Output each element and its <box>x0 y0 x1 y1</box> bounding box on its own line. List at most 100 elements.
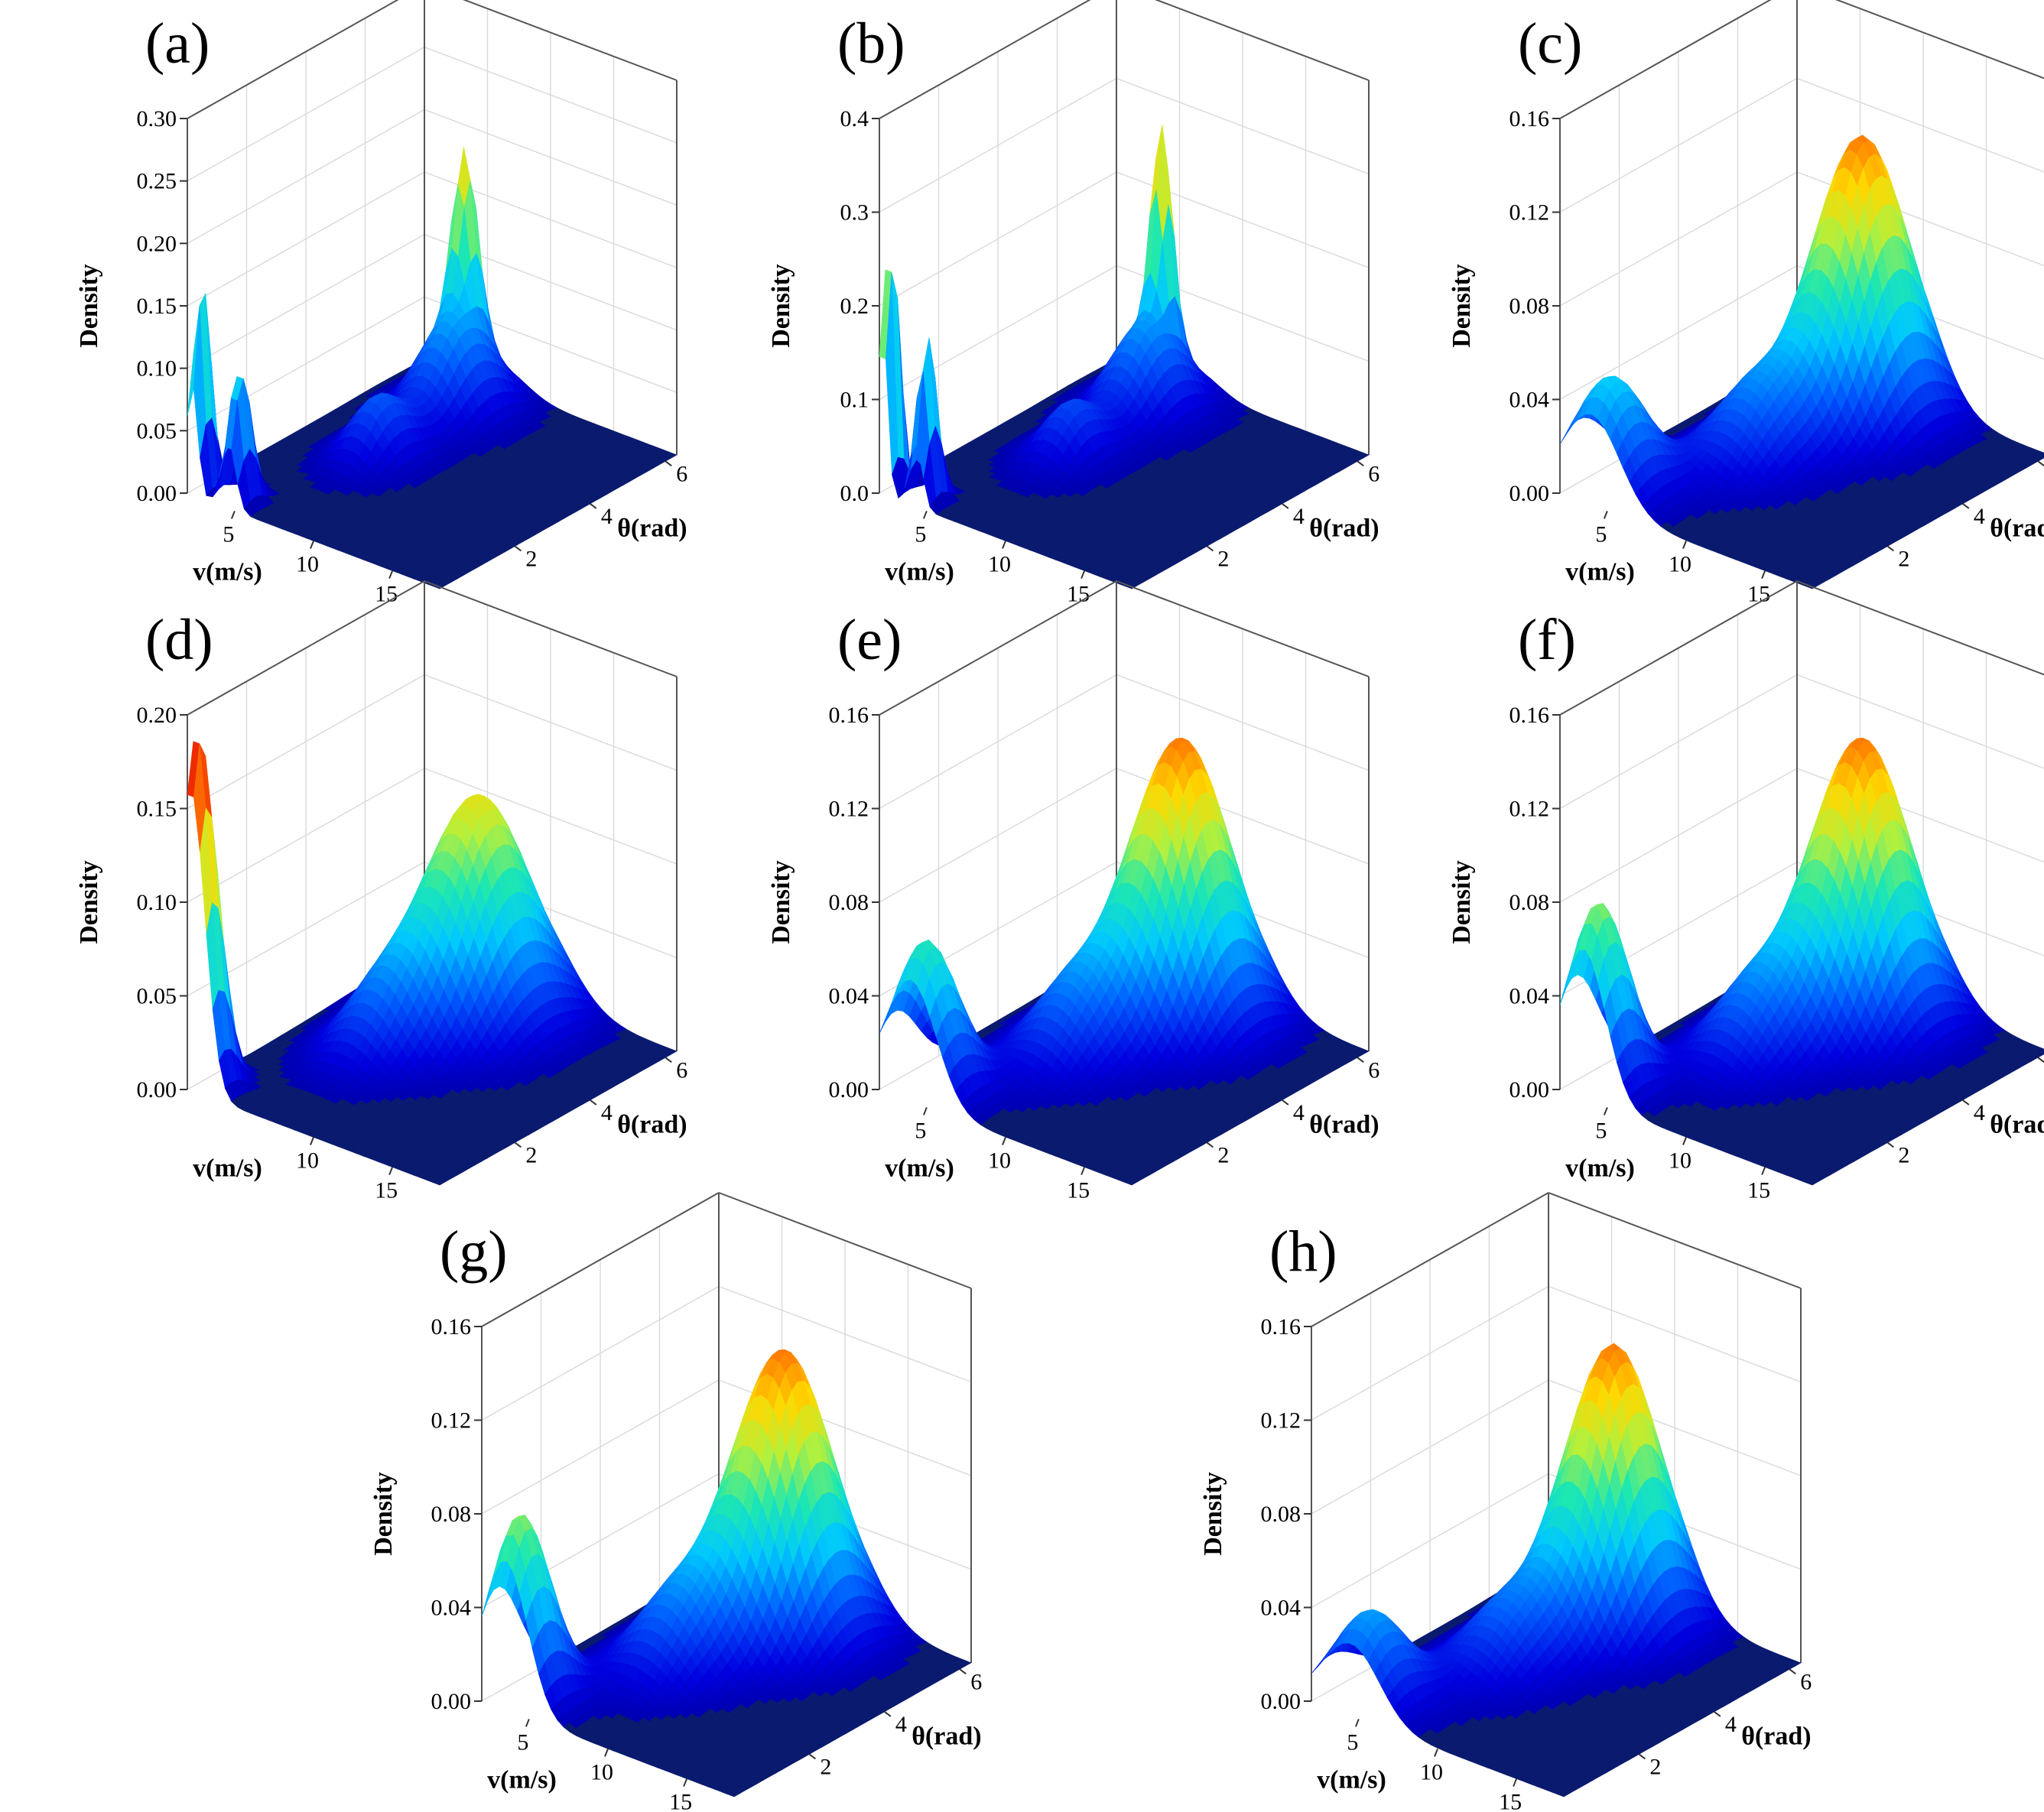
surface-plot-e: 0.00 0.04 0.08 0.12 0.16 Density 5 10 15 v(m/s) 2 4… <box>767 580 1379 1203</box>
z-tick-label: 0.15 <box>137 797 177 822</box>
theta-axis-label: θ(rad) <box>1309 515 1379 543</box>
theta-tick-label: 2 <box>525 1142 537 1167</box>
z-tick-label: 0.30 <box>137 106 177 132</box>
panel-b: 0.0 0.1 0.2 0.3 0.4 Density 5 10 15 v(m/s) 2 4 6 θ(ra… <box>765 0 1379 607</box>
z-tick-label: 0.10 <box>137 356 177 382</box>
density-surface-a <box>187 147 678 589</box>
v-tick-label: 10 <box>1669 552 1691 577</box>
theta-tick-label: 6 <box>970 1669 982 1694</box>
z-tick-label: 0.3 <box>840 200 869 226</box>
theta-axis-b: 2 4 6 θ(rad) <box>1206 460 1379 571</box>
theta-tick-label: 6 <box>676 1057 687 1083</box>
z-tick-label: 0.10 <box>137 890 177 915</box>
z-tick-label: 0.04 <box>1509 984 1550 1009</box>
v-tick-label: 10 <box>590 1760 613 1785</box>
surface-plot-a: 0.000.050.100.150.200.250.30Density51015… <box>75 0 687 607</box>
theta-axis-label: θ(rad) <box>912 1723 981 1751</box>
surface-plot-g: 0.00 0.04 0.08 0.12 0.16 Density 5 10 15 v(m/s) 2 4… <box>369 1192 982 1812</box>
z-axis-g: 0.00 0.04 0.08 0.12 0.16 Density <box>369 1314 482 1714</box>
z-tick-label: 0.12 <box>829 797 869 822</box>
theta-tick-label: 4 <box>1725 1712 1737 1737</box>
z-axis-c: 0.00 0.04 0.08 0.12 0.16 Density <box>1448 106 1560 506</box>
z-tick-label: 0.00 <box>829 1077 869 1102</box>
v-tick-label: 5 <box>1595 1118 1607 1143</box>
z-tick-label: 0.20 <box>137 703 177 728</box>
z-axis-e: 0.00 0.04 0.08 0.12 0.16 Density <box>767 703 879 1102</box>
z-tick-label: 0.00 <box>1509 1077 1550 1102</box>
theta-tick-label: 2 <box>525 546 537 571</box>
v-tick-label: 15 <box>1747 1178 1770 1203</box>
panel-label: (c) <box>1518 11 1582 76</box>
v-axis-label: v(m/s) <box>193 557 262 586</box>
panel-label: (h) <box>1269 1219 1337 1284</box>
z-tick-label: 0.1 <box>840 388 869 413</box>
panel-label: (g) <box>440 1219 508 1284</box>
v-axis-f: 5 10 15 v(m/s) <box>1565 1107 1770 1203</box>
v-tick-label: 5 <box>1595 521 1607 547</box>
v-axis-e: 5 10 15 v(m/s) <box>885 1107 1090 1203</box>
v-tick-label: 15 <box>375 1178 398 1203</box>
theta-tick-label: 2 <box>1217 546 1229 571</box>
z-tick-label: 0.12 <box>1509 797 1550 822</box>
panel-label: (b) <box>837 11 905 76</box>
v-axis-label: v(m/s) <box>487 1765 557 1794</box>
z-axis-label: Density <box>1448 264 1476 348</box>
z-tick-label: 0.04 <box>1509 388 1550 413</box>
theta-tick-label: 4 <box>601 1100 613 1125</box>
theta-axis-d: 2 4 6 θ(rad) <box>514 1057 687 1167</box>
z-tick-label: 0.0 <box>840 481 869 506</box>
panel-label: (a) <box>145 11 210 76</box>
z-axis-label: Density <box>767 860 795 944</box>
z-tick-label: 0.05 <box>137 984 177 1009</box>
panel-label: (f) <box>1518 608 1576 672</box>
theta-tick-label: 2 <box>820 1754 831 1779</box>
z-tick-label: 0.16 <box>431 1314 472 1340</box>
z-axis-label: Density <box>75 860 103 944</box>
z-tick-label: 0.16 <box>1261 1314 1301 1340</box>
theta-axis-label: θ(rad) <box>1990 1111 2044 1139</box>
z-tick-label: 0.16 <box>829 703 869 728</box>
theta-tick-label: 4 <box>1293 504 1305 529</box>
v-tick-label: 10 <box>296 1148 319 1174</box>
v-axis-h: 5 10 15 v(m/s) <box>1317 1719 1522 1812</box>
z-axis-label: Density <box>369 1472 398 1556</box>
theta-tick-label: 4 <box>1974 1100 1985 1125</box>
z-tick-label: 0.20 <box>137 231 177 256</box>
surface-plot-h: 0.00 0.04 0.08 0.12 0.16 Density 5 10 15 v(m/s) 2 4… <box>1199 1192 1812 1812</box>
v-tick-label: 10 <box>1420 1760 1443 1785</box>
z-tick-label: 0.04 <box>1261 1596 1301 1621</box>
z-tick-label: 0.16 <box>1509 106 1550 132</box>
theta-tick-label: 4 <box>1293 1100 1305 1125</box>
z-tick-label: 0.00 <box>1509 481 1550 506</box>
z-tick-label: 0.04 <box>829 984 869 1009</box>
z-tick-label: 0.00 <box>137 1077 177 1102</box>
panel-d: 0.00 0.05 0.10 0.15 0.20 Density 10 15 v(m/s) 2 4 6… <box>73 580 687 1203</box>
theta-axis-label: θ(rad) <box>1990 515 2044 543</box>
density-surface-g <box>481 1349 972 1797</box>
v-tick-label: 15 <box>1067 1178 1090 1203</box>
v-tick-label: 10 <box>1669 1148 1691 1174</box>
density-surface-f <box>1559 737 2044 1186</box>
v-tick-label: 10 <box>296 552 319 577</box>
theta-tick-label: 6 <box>676 461 687 486</box>
theta-tick-label: 2 <box>1217 1142 1229 1167</box>
surface-plot-f: 0.00 0.04 0.08 0.12 0.16 Density 5 10 15 v(m/s) 2 4… <box>1448 580 2044 1203</box>
z-tick-label: 0.00 <box>431 1689 472 1714</box>
z-axis-label: Density <box>767 264 795 348</box>
z-tick-label: 0.00 <box>137 481 177 506</box>
panel-e: 0.00 0.04 0.08 0.12 0.16 Density 5 10 15 v(m/s) 2 4… <box>765 580 1379 1203</box>
axes-grid-e <box>879 580 1370 1090</box>
theta-tick-label: 4 <box>601 504 613 529</box>
panel-label: (d) <box>145 608 213 672</box>
z-tick-label: 0.08 <box>1261 1502 1301 1527</box>
z-tick-label: 0.08 <box>431 1502 472 1527</box>
theta-tick-label: 2 <box>1898 546 1909 571</box>
z-tick-label: 0.4 <box>840 106 869 132</box>
